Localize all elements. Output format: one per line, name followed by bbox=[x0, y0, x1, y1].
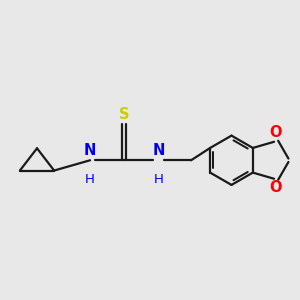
Text: H: H bbox=[154, 173, 164, 186]
Text: H: H bbox=[85, 173, 95, 186]
Text: S: S bbox=[119, 106, 130, 122]
Text: O: O bbox=[269, 125, 282, 140]
Text: O: O bbox=[269, 180, 282, 195]
Text: N: N bbox=[152, 143, 165, 158]
Text: N: N bbox=[84, 143, 96, 158]
